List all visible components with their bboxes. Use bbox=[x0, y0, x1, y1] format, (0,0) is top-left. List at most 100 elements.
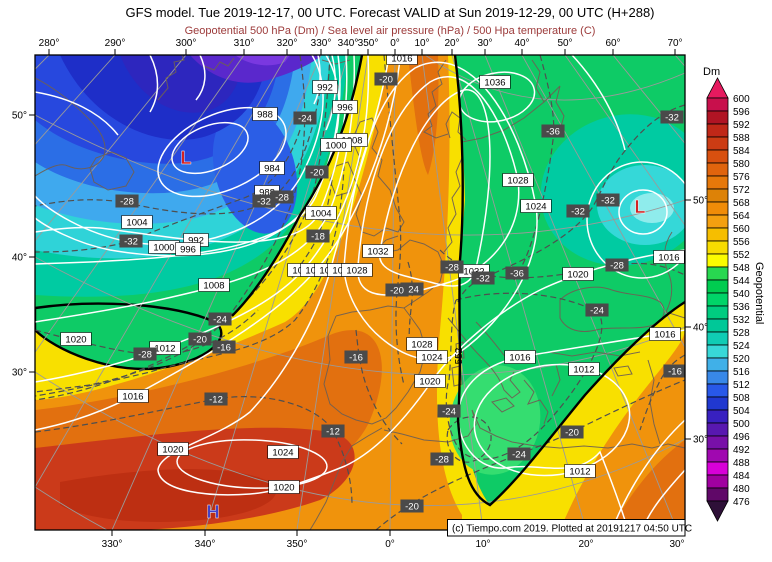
colorbar-value: 480 bbox=[733, 484, 750, 495]
temperature-label-box bbox=[560, 425, 584, 439]
right-axis-label: 40° bbox=[693, 323, 708, 334]
pressure-label: 1012 bbox=[154, 344, 175, 355]
top-axis-label: 40° bbox=[514, 38, 529, 49]
colorbar-cell bbox=[706, 396, 729, 411]
colorbar-value: 524 bbox=[733, 341, 750, 352]
colorbar-cell bbox=[706, 448, 729, 463]
pressure-label: 1020 bbox=[65, 335, 86, 346]
colorbar-value: 484 bbox=[733, 471, 750, 482]
colorbar-value: 492 bbox=[733, 445, 750, 456]
contour-552-label: 552 bbox=[454, 347, 465, 364]
pressure-label: 1008 bbox=[203, 281, 224, 292]
geopotential-fill-field bbox=[35, 55, 685, 530]
colorbar-cell bbox=[706, 227, 729, 242]
temperature-label-box bbox=[208, 312, 232, 326]
pressure-label-box bbox=[362, 244, 394, 258]
pressure-label: 996 bbox=[180, 245, 196, 256]
pressure-label: 1012 bbox=[569, 467, 590, 478]
low-pressure-symbol: L bbox=[635, 197, 646, 217]
pressure-label: 1004 bbox=[126, 218, 147, 229]
temperature-label: -24 bbox=[442, 407, 456, 418]
colorbar-cell bbox=[706, 344, 729, 359]
colorbar-value: 488 bbox=[733, 458, 750, 469]
top-axis-label: 320° bbox=[277, 38, 298, 49]
pressure-label-box bbox=[504, 350, 536, 364]
temperature-label: -20 bbox=[193, 335, 207, 346]
temperature-label: -32 bbox=[476, 274, 490, 285]
colorbar-value: 508 bbox=[733, 393, 750, 404]
pressure-label: 1028 bbox=[507, 176, 528, 187]
pressure-label-box bbox=[520, 199, 552, 213]
left-axis-label: 40° bbox=[12, 253, 27, 264]
temperature-label: -36 bbox=[510, 269, 524, 280]
colorbar-cell bbox=[706, 110, 729, 125]
pressure-label-box bbox=[568, 362, 600, 376]
top-axis-label: 30° bbox=[477, 38, 492, 49]
pressure-label: 992 bbox=[188, 236, 204, 247]
colorbar-cell bbox=[706, 149, 729, 164]
colorbar-value: 544 bbox=[733, 276, 750, 287]
colorbar-value: 520 bbox=[733, 354, 750, 365]
top-axis-label: 310° bbox=[234, 38, 255, 49]
colorbar-value: 596 bbox=[733, 107, 750, 118]
temperature-label: -28 bbox=[275, 193, 289, 204]
right-axis-label: 30° bbox=[693, 435, 708, 446]
colorbar-cell bbox=[706, 370, 729, 385]
temperature-label: -20 bbox=[565, 428, 579, 439]
pressure-label-box bbox=[157, 442, 189, 456]
colorbar-value: 572 bbox=[733, 185, 750, 196]
colorbar-cell bbox=[706, 318, 729, 333]
pressure-label-box bbox=[268, 480, 300, 494]
colorbar-value: 528 bbox=[733, 328, 750, 339]
pressure-label-box bbox=[252, 107, 278, 121]
temperature-label-box bbox=[385, 283, 409, 297]
temperature-label: -32 bbox=[124, 237, 138, 248]
map-frame bbox=[34, 54, 686, 531]
colorbar-axis-label: Geopotential bbox=[753, 262, 765, 324]
pressure-label: 1004 bbox=[310, 209, 331, 220]
temperature-label-box bbox=[660, 110, 684, 124]
temperature-label-box bbox=[605, 258, 629, 272]
top-axis-label: 280° bbox=[39, 38, 60, 49]
top-axis-label: 60° bbox=[605, 38, 620, 49]
colorbar-cell bbox=[706, 331, 729, 346]
temperature-label-box bbox=[505, 266, 529, 280]
bottom-axis-label: 10° bbox=[475, 539, 490, 550]
temperature-label-box bbox=[188, 332, 212, 346]
bottom-axis-label: 330° bbox=[102, 539, 123, 550]
pressure-label-box bbox=[564, 464, 596, 478]
colorbar-cell bbox=[706, 435, 729, 450]
colorbar-cell bbox=[706, 461, 729, 476]
pressure-label-box bbox=[175, 242, 201, 256]
colorbar-value: 592 bbox=[733, 120, 750, 131]
pressure-label-box bbox=[332, 100, 358, 114]
pressure-label-box bbox=[198, 278, 230, 292]
colorbar-cell bbox=[706, 487, 729, 502]
temperature-label: -28 bbox=[138, 350, 152, 361]
colorbar-value: 536 bbox=[733, 302, 750, 313]
temperature-label-box bbox=[663, 364, 685, 378]
colorbar-value: 600 bbox=[733, 94, 750, 105]
pressure-label: 1016 bbox=[654, 330, 675, 341]
high-pressure-symbol: H bbox=[207, 502, 220, 522]
copyright-text: (c) Tiempo.com 2019. Plotted at 20191217… bbox=[452, 524, 692, 535]
temperature-label: -20 bbox=[379, 75, 393, 86]
temperature-label-box bbox=[305, 165, 329, 179]
colorbar-cell bbox=[706, 305, 729, 320]
temperature-label-box bbox=[293, 111, 317, 125]
pressure-label-box bbox=[502, 173, 534, 187]
temperature-label-box bbox=[119, 234, 143, 248]
colorbar-value: 552 bbox=[733, 250, 750, 261]
bottom-axis-label: 350° bbox=[287, 539, 308, 550]
map-labels: 9929969881016103610081000984988102810241… bbox=[60, 55, 685, 522]
temperature-label: -16 bbox=[668, 367, 682, 378]
temperature-label: -32 bbox=[257, 197, 271, 208]
bottom-axis-label: 20° bbox=[578, 539, 593, 550]
pressure-label: 1032 bbox=[367, 247, 388, 258]
colorbar-cell bbox=[706, 292, 729, 307]
pressure-label-box bbox=[60, 332, 92, 346]
pressure-label-box bbox=[653, 250, 685, 264]
temperature-label: -20 bbox=[405, 502, 419, 513]
temperature-label-box bbox=[400, 499, 424, 513]
